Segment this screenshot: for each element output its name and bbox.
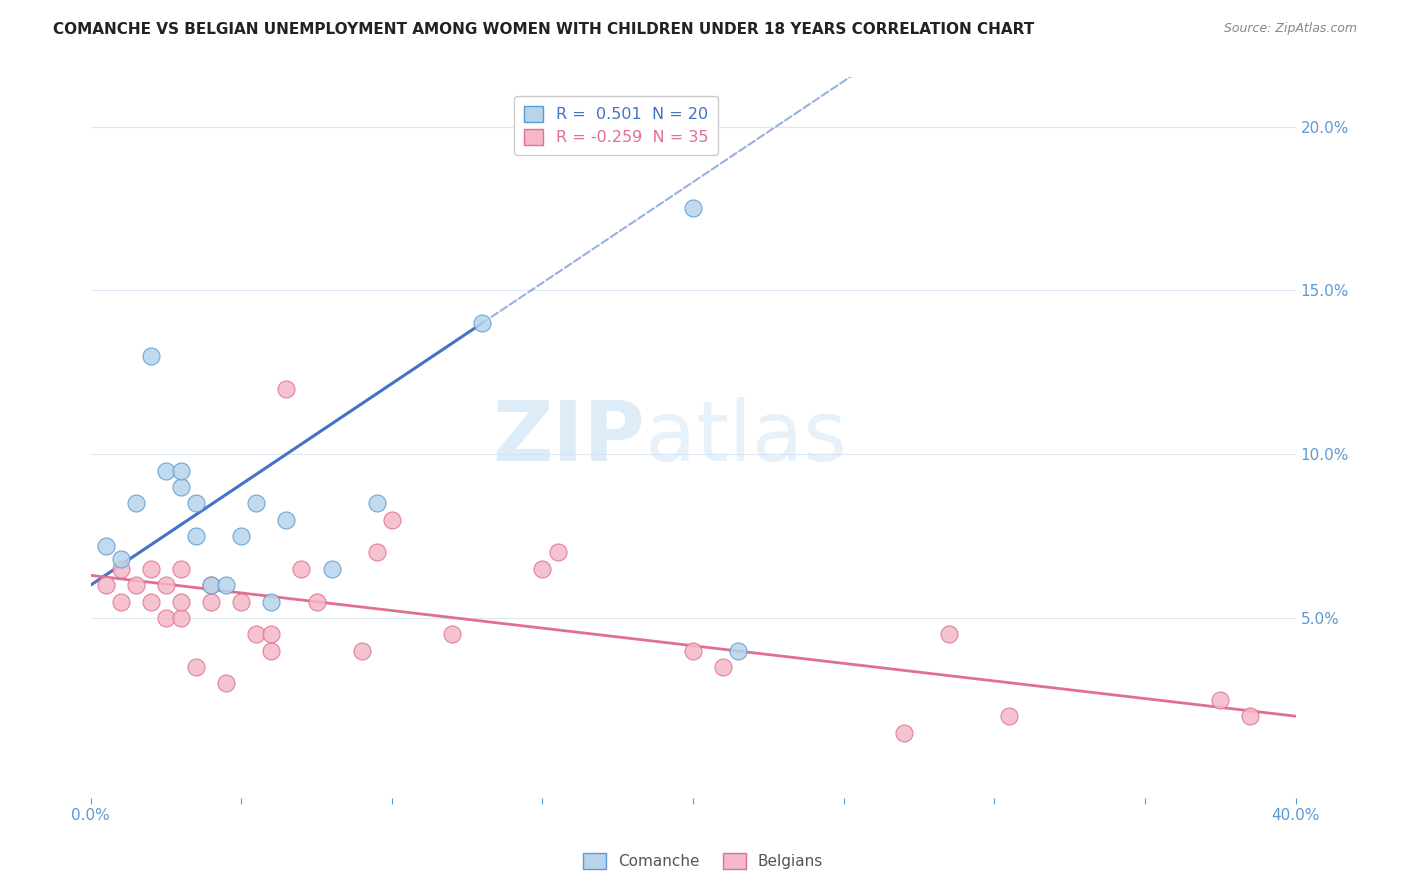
Point [276, 382, 298, 396]
Point [94, 539, 117, 553]
Point [155, 578, 177, 592]
Point [200, 594, 222, 608]
Point [305, 594, 328, 608]
Point [245, 627, 267, 641]
Point [1209, 693, 1232, 707]
Point [1239, 709, 1261, 723]
Point [170, 562, 193, 576]
Point [321, 562, 343, 576]
Legend: R =  0.501  N = 20, R = -0.259  N = 35: R = 0.501 N = 20, R = -0.259 N = 35 [515, 96, 718, 155]
Point [215, 676, 238, 690]
Point [110, 562, 132, 576]
Point [441, 627, 464, 641]
Point [170, 594, 193, 608]
Point [938, 627, 960, 641]
Y-axis label: Unemployment Among Women with Children Under 18 years: Unemployment Among Women with Children U… [34, 226, 48, 649]
Point [366, 545, 388, 559]
Point [155, 463, 177, 477]
Point [110, 552, 132, 566]
Point [260, 594, 283, 608]
Point [200, 578, 222, 592]
Point [290, 562, 312, 576]
Point [200, 578, 222, 592]
Point [155, 611, 177, 625]
Point [231, 594, 253, 608]
Point [727, 643, 749, 657]
Point [245, 496, 267, 510]
Point [471, 316, 494, 330]
Point [682, 643, 704, 657]
Point [170, 463, 193, 477]
Point [125, 578, 148, 592]
Point [184, 529, 207, 543]
Point [350, 643, 373, 657]
Legend: Comanche, Belgians: Comanche, Belgians [576, 847, 830, 875]
Point [531, 562, 554, 576]
Point [139, 594, 162, 608]
Point [547, 545, 569, 559]
Point [276, 513, 298, 527]
Point [893, 725, 915, 739]
Text: atlas: atlas [645, 397, 846, 478]
Point [231, 529, 253, 543]
Text: COMANCHE VS BELGIAN UNEMPLOYMENT AMONG WOMEN WITH CHILDREN UNDER 18 YEARS CORREL: COMANCHE VS BELGIAN UNEMPLOYMENT AMONG W… [53, 22, 1035, 37]
Text: ZIP: ZIP [492, 397, 645, 478]
Text: Source: ZipAtlas.com: Source: ZipAtlas.com [1223, 22, 1357, 36]
Point [381, 513, 404, 527]
Point [998, 709, 1021, 723]
Point [139, 349, 162, 363]
Point [170, 480, 193, 494]
Point [215, 578, 238, 592]
Point [125, 496, 148, 510]
Point [184, 660, 207, 674]
Point [139, 562, 162, 576]
Point [94, 578, 117, 592]
Point [110, 594, 132, 608]
Point [711, 660, 734, 674]
Point [184, 496, 207, 510]
Point [366, 496, 388, 510]
Point [170, 611, 193, 625]
Point [682, 202, 704, 216]
Point [260, 627, 283, 641]
Point [260, 643, 283, 657]
